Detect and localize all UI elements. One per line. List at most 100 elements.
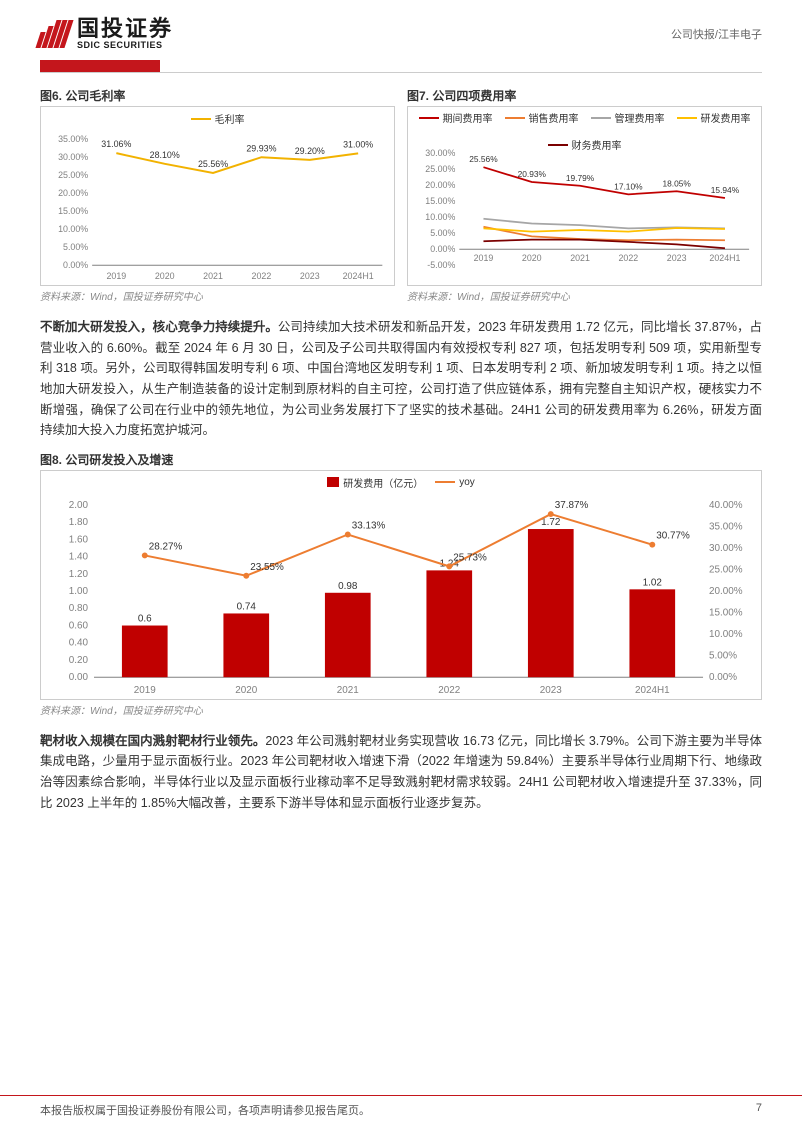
svg-text:15.00%: 15.00% bbox=[58, 206, 88, 216]
para1-text: 公司持续加大技术研发和新品开发，2023 年研发费用 1.72 亿元，同比增长 … bbox=[40, 320, 762, 437]
figure-7-chart: 期间费用率 销售费用率 管理费用率 研发费用率 财务费用率 -5.00%0.00… bbox=[407, 106, 762, 286]
svg-text:25.00%: 25.00% bbox=[709, 564, 743, 575]
svg-text:1.02: 1.02 bbox=[643, 577, 662, 588]
company-logo: 国投证券 SDIC SECURITIES bbox=[40, 18, 173, 50]
paragraph-target-revenue: 靶材收入规模在国内溅射靶材行业领先。2023 年公司溅射靶材业务实现营收 16.… bbox=[40, 731, 762, 814]
svg-text:2024H1: 2024H1 bbox=[709, 253, 740, 263]
figure-7-source: 资料来源：Wind，国投证券研究中心 bbox=[407, 288, 762, 303]
header-divider bbox=[40, 72, 762, 73]
svg-text:2019: 2019 bbox=[134, 685, 157, 696]
logo-text-en: SDIC SECURITIES bbox=[77, 40, 173, 50]
svg-text:0.60: 0.60 bbox=[69, 620, 89, 631]
svg-text:1.00: 1.00 bbox=[69, 586, 89, 597]
svg-text:20.00%: 20.00% bbox=[709, 586, 743, 597]
svg-text:0.00%: 0.00% bbox=[63, 260, 88, 270]
svg-text:37.87%: 37.87% bbox=[555, 500, 589, 511]
svg-text:30.77%: 30.77% bbox=[656, 530, 690, 541]
svg-text:5.00%: 5.00% bbox=[709, 650, 737, 661]
svg-text:19.79%: 19.79% bbox=[566, 173, 595, 183]
svg-text:25.56%: 25.56% bbox=[469, 154, 498, 164]
figure-8-title: 图8. 公司研发投入及增速 bbox=[40, 451, 762, 468]
footer-page-number: 7 bbox=[756, 1102, 762, 1118]
svg-text:15.00%: 15.00% bbox=[425, 196, 455, 206]
svg-text:30.00%: 30.00% bbox=[58, 152, 88, 162]
svg-text:0.00%: 0.00% bbox=[709, 672, 737, 683]
svg-text:25.00%: 25.00% bbox=[58, 170, 88, 180]
svg-text:2021: 2021 bbox=[337, 685, 360, 696]
svg-text:25.56%: 25.56% bbox=[198, 159, 228, 169]
svg-text:2022: 2022 bbox=[252, 271, 272, 281]
svg-text:33.13%: 33.13% bbox=[352, 520, 386, 531]
figure-8-chart: 研发费用（亿元） yoy 0.000.200.400.600.801.001.2… bbox=[40, 470, 762, 700]
svg-text:20.00%: 20.00% bbox=[58, 188, 88, 198]
svg-text:0.00%: 0.00% bbox=[430, 244, 455, 254]
svg-text:2.00: 2.00 bbox=[69, 500, 89, 511]
svg-text:2021: 2021 bbox=[203, 271, 223, 281]
svg-text:5.00%: 5.00% bbox=[63, 242, 88, 252]
svg-text:1.72: 1.72 bbox=[541, 517, 560, 528]
svg-text:2020: 2020 bbox=[235, 685, 258, 696]
header-breadcrumb: 公司快报/江丰电子 bbox=[671, 26, 762, 42]
svg-text:2021: 2021 bbox=[570, 253, 590, 263]
svg-text:0.40: 0.40 bbox=[69, 637, 89, 648]
figure-6-source: 资料来源：Wind，国投证券研究中心 bbox=[40, 288, 395, 303]
page-header: 国投证券 SDIC SECURITIES 公司快报/江丰电子 bbox=[0, 0, 802, 54]
svg-text:30.00%: 30.00% bbox=[709, 543, 743, 554]
svg-text:10.00%: 10.00% bbox=[425, 212, 455, 222]
svg-text:-5.00%: -5.00% bbox=[427, 260, 455, 270]
fig6-legend-label: 毛利率 bbox=[215, 111, 245, 126]
svg-text:2019: 2019 bbox=[474, 253, 494, 263]
figure-6-chart: 毛利率 0.00%5.00%10.00%15.00%20.00%25.00%30… bbox=[40, 106, 395, 286]
svg-text:10.00%: 10.00% bbox=[709, 629, 743, 640]
svg-text:2024H1: 2024H1 bbox=[635, 685, 670, 696]
svg-text:1.20: 1.20 bbox=[69, 569, 89, 580]
svg-text:30.00%: 30.00% bbox=[425, 148, 455, 158]
svg-text:28.10%: 28.10% bbox=[150, 150, 180, 160]
svg-text:31.00%: 31.00% bbox=[343, 139, 373, 149]
para2-bold: 靶材收入规模在国内溅射靶材行业领先。 bbox=[40, 734, 265, 748]
svg-text:15.00%: 15.00% bbox=[709, 607, 743, 618]
svg-text:1.80: 1.80 bbox=[69, 517, 89, 528]
svg-text:2020: 2020 bbox=[522, 253, 542, 263]
svg-text:2023: 2023 bbox=[667, 253, 687, 263]
svg-text:0.6: 0.6 bbox=[138, 613, 152, 624]
svg-text:29.20%: 29.20% bbox=[295, 146, 325, 156]
logo-stripes-icon bbox=[35, 20, 73, 48]
svg-text:31.06%: 31.06% bbox=[101, 139, 131, 149]
svg-text:17.10%: 17.10% bbox=[614, 181, 643, 191]
figure-8-source: 资料来源：Wind，国投证券研究中心 bbox=[40, 702, 762, 717]
svg-text:2022: 2022 bbox=[619, 253, 639, 263]
svg-text:25.00%: 25.00% bbox=[425, 164, 455, 174]
svg-text:0.98: 0.98 bbox=[338, 581, 358, 592]
svg-text:20.00%: 20.00% bbox=[425, 180, 455, 190]
figure-7-panel: 图7. 公司四项费用率 期间费用率 销售费用率 管理费用率 研发费用率 财务费用… bbox=[407, 87, 762, 303]
page-footer: 本报告版权属于国投证券股份有限公司，各项声明请参见报告尾页。 7 bbox=[0, 1095, 802, 1132]
svg-text:0.80: 0.80 bbox=[69, 603, 89, 614]
svg-text:23.55%: 23.55% bbox=[250, 562, 284, 573]
svg-text:0.20: 0.20 bbox=[69, 655, 89, 666]
footer-copyright: 本报告版权属于国投证券股份有限公司，各项声明请参见报告尾页。 bbox=[40, 1102, 370, 1118]
paragraph-rd-investment: 不断加大研发投入，核心竞争力持续提升。公司持续加大技术研发和新品开发，2023 … bbox=[40, 317, 762, 441]
svg-text:2020: 2020 bbox=[155, 271, 175, 281]
fig8-legend-line: yoy bbox=[435, 475, 475, 490]
fig6-legend-item: 毛利率 bbox=[191, 111, 245, 126]
svg-text:1.60: 1.60 bbox=[69, 534, 89, 545]
svg-text:2019: 2019 bbox=[106, 271, 126, 281]
figure-6-title: 图6. 公司毛利率 bbox=[40, 87, 395, 104]
svg-text:20.93%: 20.93% bbox=[518, 169, 547, 179]
svg-text:5.00%: 5.00% bbox=[430, 228, 455, 238]
logo-text-cn: 国投证券 bbox=[77, 18, 173, 40]
figure-6-panel: 图6. 公司毛利率 毛利率 0.00%5.00%10.00%15.00%20.0… bbox=[40, 87, 395, 303]
header-accent-bar bbox=[40, 60, 160, 72]
para1-bold: 不断加大研发投入，核心竞争力持续提升。 bbox=[40, 320, 278, 334]
svg-text:35.00%: 35.00% bbox=[58, 134, 88, 144]
fig8-legend-bar: 研发费用（亿元） bbox=[327, 475, 423, 490]
svg-text:35.00%: 35.00% bbox=[709, 521, 743, 532]
svg-text:2023: 2023 bbox=[540, 685, 563, 696]
svg-text:28.27%: 28.27% bbox=[149, 541, 183, 552]
svg-text:1.40: 1.40 bbox=[69, 551, 89, 562]
svg-text:29.93%: 29.93% bbox=[246, 143, 276, 153]
svg-text:18.05%: 18.05% bbox=[662, 178, 691, 188]
svg-text:2024H1: 2024H1 bbox=[343, 271, 374, 281]
svg-text:25.73%: 25.73% bbox=[453, 552, 487, 563]
